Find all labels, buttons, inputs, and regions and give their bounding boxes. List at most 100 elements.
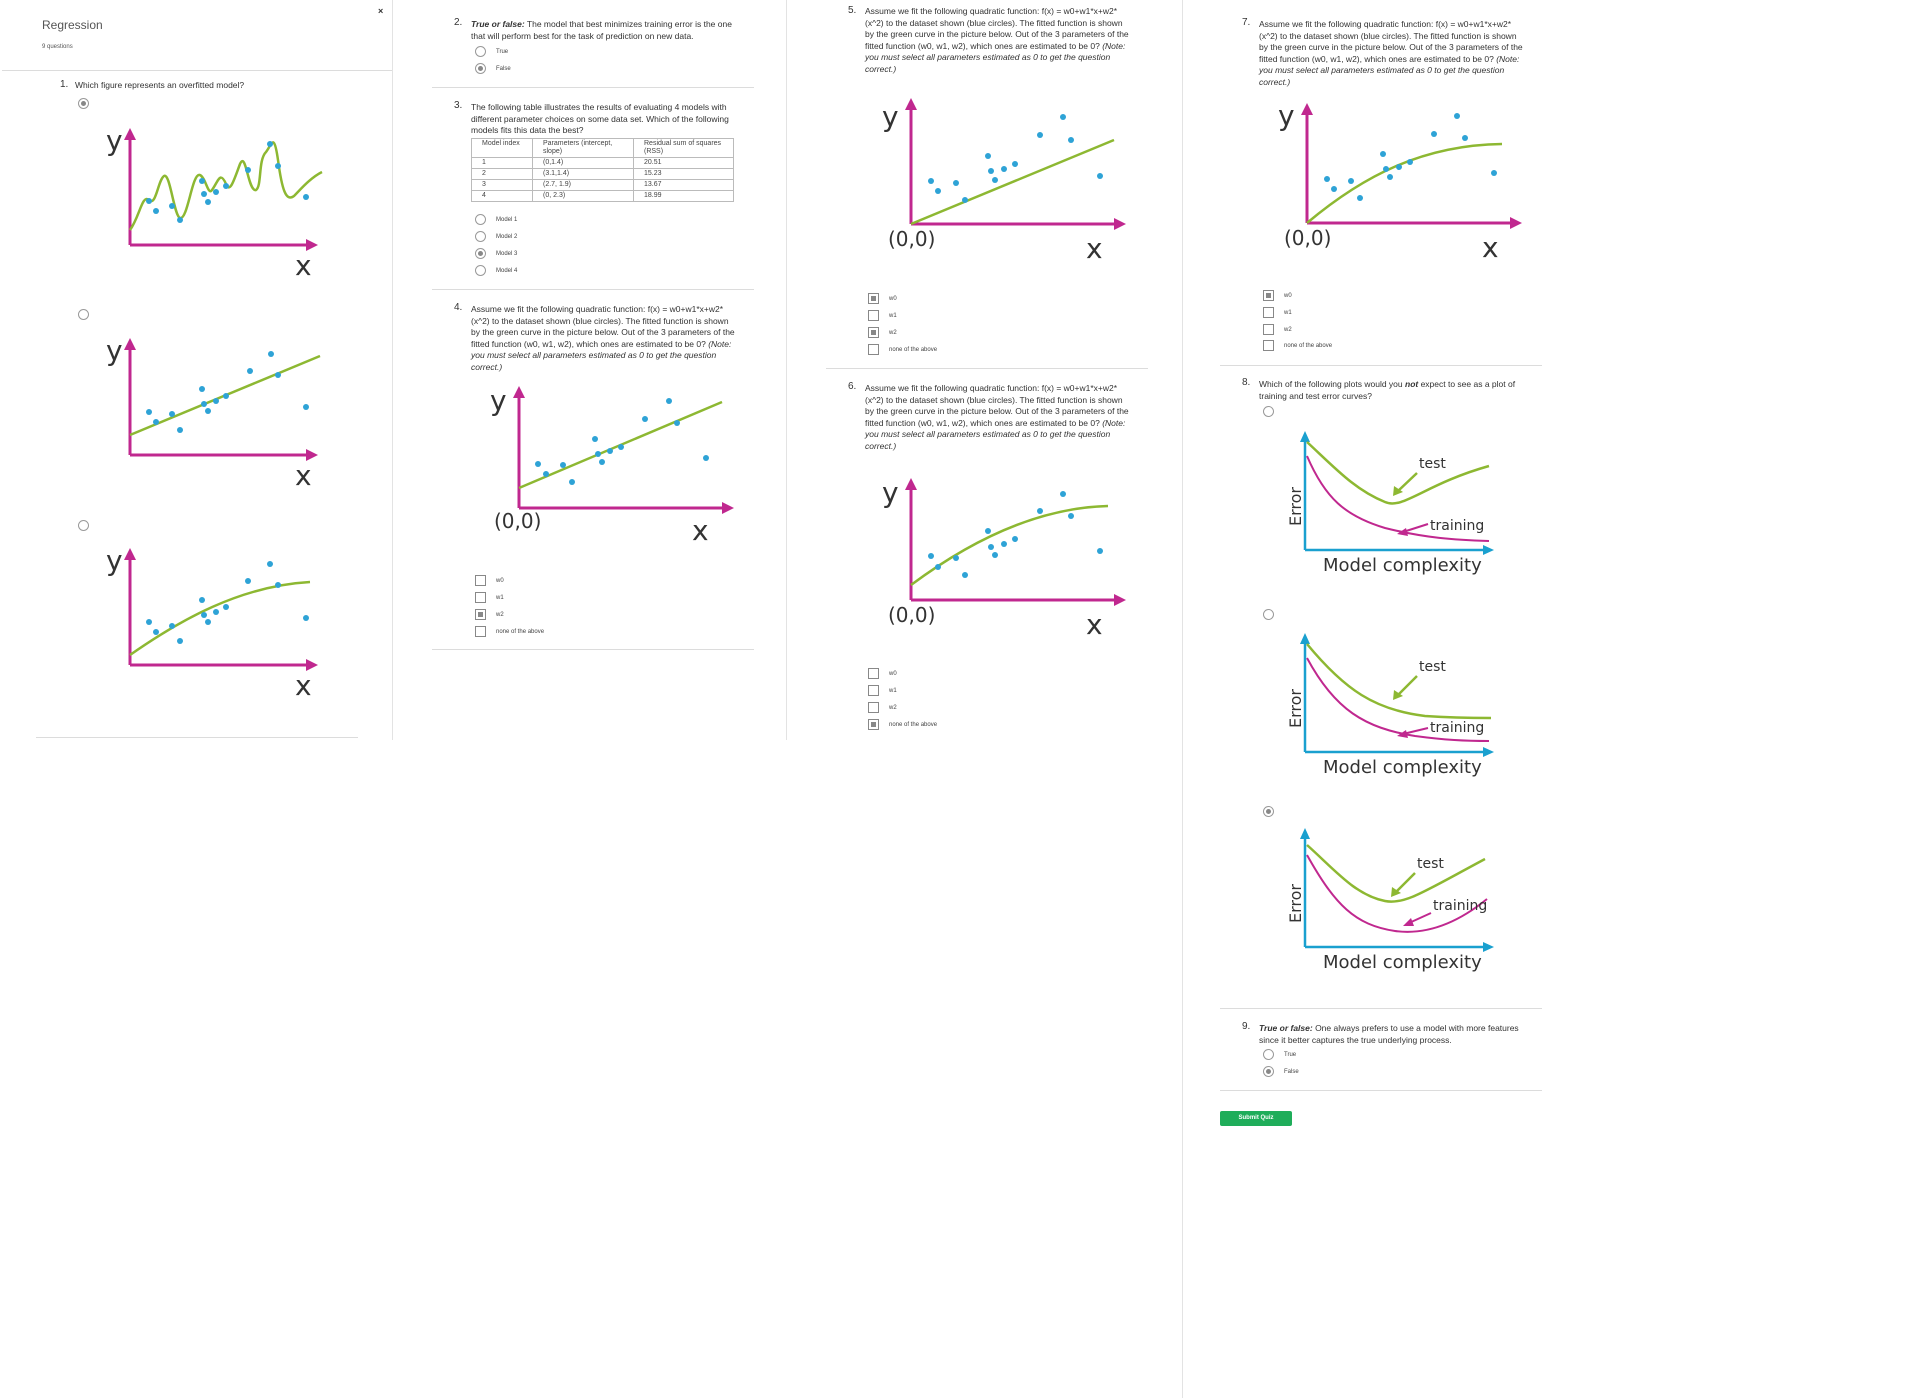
checkbox[interactable]: [475, 609, 486, 620]
q4-option-w2[interactable]: w2: [475, 609, 504, 620]
header-divider: [2, 70, 392, 71]
radio-button[interactable]: [1263, 1049, 1274, 1060]
table-cell: 18.99: [633, 190, 734, 202]
q9-divider: [1220, 1090, 1542, 1091]
option-label: w2: [1284, 326, 1292, 333]
checkbox[interactable]: [475, 626, 486, 637]
question-text: True or false: The model that best minim…: [471, 19, 746, 42]
q3-option-model-2[interactable]: Model 2: [475, 231, 517, 242]
x-axis-label: x: [295, 249, 312, 282]
q6-option-none[interactable]: none of the above: [868, 719, 937, 730]
y-axis-label: y: [106, 124, 123, 157]
table-cell: (2.7, 1.9): [532, 179, 634, 191]
checkbox[interactable]: [475, 575, 486, 586]
q7-option-w2[interactable]: w2: [1263, 324, 1292, 335]
q6-option-w1[interactable]: w1: [868, 685, 897, 696]
option-label: Model 2: [496, 233, 518, 240]
submit-quiz-button[interactable]: Submit Quiz: [1220, 1111, 1292, 1126]
checkbox[interactable]: [868, 310, 879, 321]
radio-button[interactable]: [475, 63, 486, 74]
q3-divider: [432, 289, 754, 290]
q3-option-model-4[interactable]: Model 4: [475, 265, 517, 276]
table-cell: 1: [471, 157, 533, 169]
q7-option-none[interactable]: none of the above: [1263, 340, 1332, 351]
q5-divider: [826, 368, 1148, 369]
q4-option-w1[interactable]: w1: [475, 592, 504, 603]
option-label: w1: [889, 312, 897, 319]
q3-option-model-1[interactable]: Model 1: [475, 214, 517, 225]
checkbox[interactable]: [868, 719, 879, 730]
option-label: w0: [889, 670, 897, 677]
close-icon[interactable]: ×: [378, 6, 384, 16]
q5-option-w2[interactable]: w2: [868, 327, 897, 338]
option-label: w0: [889, 295, 897, 302]
error-axis-label: Error: [1286, 884, 1305, 923]
checkbox[interactable]: [868, 702, 879, 713]
q1-option-1-radio[interactable]: [78, 98, 89, 109]
checkbox[interactable]: [1263, 290, 1274, 301]
q8-option-3-radio[interactable]: [1263, 806, 1274, 817]
q8-option-1-radio[interactable]: [1263, 406, 1274, 417]
q5-option-none[interactable]: none of the above: [868, 344, 937, 355]
radio-button[interactable]: [1263, 1066, 1274, 1077]
option-label: True: [1284, 1051, 1297, 1058]
checkbox[interactable]: [868, 293, 879, 304]
q7-option-w1[interactable]: w1: [1263, 307, 1292, 318]
column-divider: [392, 0, 393, 740]
checkbox[interactable]: [1263, 324, 1274, 335]
q7-divider: [1220, 365, 1542, 366]
q9-option-false[interactable]: False: [1263, 1066, 1299, 1077]
checkbox[interactable]: [868, 344, 879, 355]
checkbox[interactable]: [868, 685, 879, 696]
radio-button[interactable]: [475, 214, 486, 225]
question-body: Assume we fit the following quadratic fu…: [865, 383, 1129, 428]
table-header: Model index: [471, 138, 533, 158]
q1-option-3-radio[interactable]: [78, 520, 89, 531]
option-label: w0: [496, 577, 504, 584]
option-label: True: [496, 48, 509, 55]
question-text: Assume we fit the following quadratic fu…: [865, 6, 1130, 75]
q1-plot-overfit: y x: [106, 124, 323, 282]
q8-plot-3: Error Model complexity test training: [1286, 828, 1494, 973]
q1-plot-linear: y x: [106, 334, 321, 492]
q7-option-w0[interactable]: w0: [1263, 290, 1292, 301]
table-row: 1 (0,1.4) 20.51: [471, 157, 734, 169]
checkbox[interactable]: [868, 327, 879, 338]
q4-option-none[interactable]: none of the above: [475, 626, 544, 637]
question-number: 2.: [454, 17, 463, 28]
svg-text:y: y: [882, 100, 899, 133]
q9-option-true[interactable]: True: [1263, 1049, 1296, 1060]
q5-option-w1[interactable]: w1: [868, 310, 897, 321]
radio-button[interactable]: [475, 46, 486, 57]
q3-option-model-3[interactable]: Model 3: [475, 248, 517, 259]
q8-option-2-radio[interactable]: [1263, 609, 1274, 620]
checkbox[interactable]: [868, 668, 879, 679]
question-text: Assume we fit the following quadratic fu…: [471, 304, 736, 373]
q1-plot-curve: y x: [106, 544, 318, 702]
q5-option-w0[interactable]: w0: [868, 293, 897, 304]
question-note: (Note: you must select all parameters es…: [865, 40, 1126, 74]
option-label: none of the above: [496, 628, 545, 635]
y-axis-label: y: [106, 544, 123, 577]
q1-option-2-radio[interactable]: [78, 309, 89, 320]
question-body: The model that best minimizes training e…: [471, 19, 732, 41]
q6-option-w2[interactable]: w2: [868, 702, 897, 713]
checkbox[interactable]: [1263, 307, 1274, 318]
q2-option-false[interactable]: False: [475, 63, 511, 74]
radio-button[interactable]: [475, 248, 486, 259]
option-label: w1: [889, 687, 897, 694]
checkbox[interactable]: [1263, 340, 1274, 351]
radio-button[interactable]: [475, 231, 486, 242]
complexity-axis-label: Model complexity: [1323, 757, 1482, 778]
question-number: 1.: [60, 79, 69, 90]
option-label: none of the above: [889, 721, 938, 728]
radio-button[interactable]: [475, 265, 486, 276]
question-emphasis: not: [1405, 379, 1419, 389]
svg-text:y: y: [882, 476, 899, 509]
q2-option-true[interactable]: True: [475, 46, 508, 57]
q8-plot-1: Error Model complexity test training: [1286, 431, 1494, 576]
q6-option-w0[interactable]: w0: [868, 668, 897, 679]
checkbox[interactable]: [475, 592, 486, 603]
q4-option-w0[interactable]: w0: [475, 575, 504, 586]
table-cell: (0,1.4): [532, 157, 634, 169]
